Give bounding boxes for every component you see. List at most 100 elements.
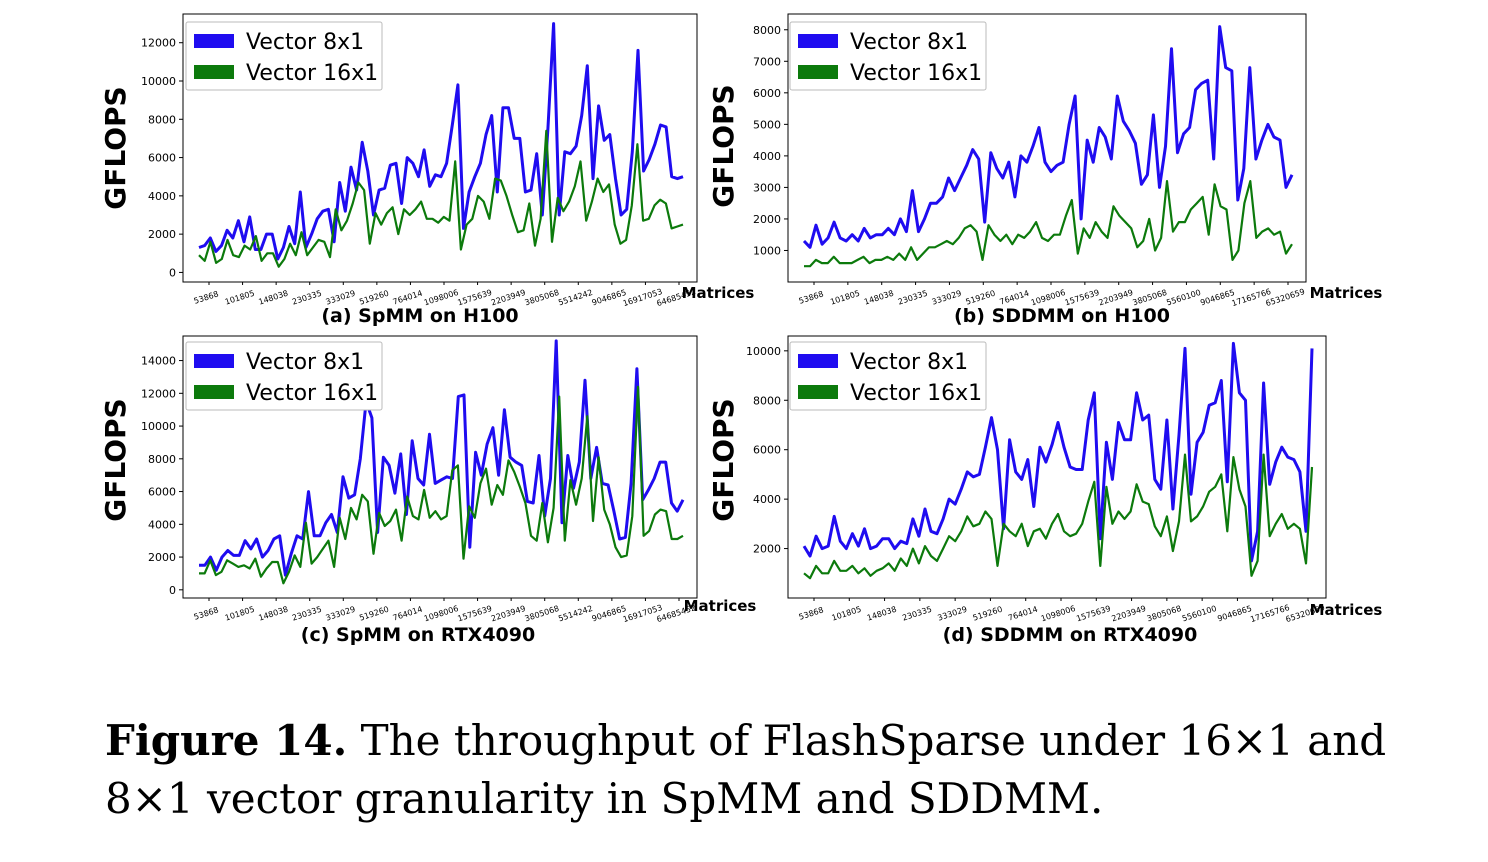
x-tick-label: 53868 [193,605,220,621]
y-axis-label: GFLOPS [707,84,740,207]
x-tick-label: 230335 [897,289,929,307]
x-tick-label: 3805068 [524,604,561,624]
y-tick-label: 10000 [141,75,176,88]
plot-frame [182,335,698,599]
legend-swatch [194,385,234,399]
y-axis-label: GFLOPS [99,86,132,209]
x-tick-label: 519260 [972,605,1004,623]
x-tick-label: 101805 [224,605,256,623]
x-tick-label: 3805068 [524,288,561,308]
chart-panel-3: 0 2000 4000 6000 8000 10000 12000 14000 53868 101… [99,335,757,646]
x-tick-label: 9046865 [591,604,628,624]
y-tick-label: 8000 [148,113,176,126]
legend-box [789,341,987,411]
x-tick-label: 53868 [798,289,825,305]
x-tick-label: 3805068 [1146,604,1183,624]
chart-panel-1: 0 2000 4000 6000 8000 10000 12000 53868 101805 14… [99,13,755,327]
y-tick-label: 0 [169,266,176,279]
x-tick-label: 17165766 [1249,603,1291,624]
legend: Vector 8x1 Vector 16x1 [185,21,383,91]
legend-label: Vector 16x1 [850,61,982,86]
x-tick-label: 519260 [358,605,390,623]
y-tick-label: 2000 [148,228,176,241]
series-vector-8x1-line [802,341,1314,563]
legend-swatch [194,65,234,79]
y-tick-label: 4000 [148,518,176,531]
legend-label: Vector 8x1 [246,30,364,55]
legend-swatch [798,354,838,368]
x-tick-label: 148038 [257,289,289,307]
plot-frame [787,335,1327,599]
y-tick-label: 5000 [753,118,781,131]
x-tick-label: 101805 [831,605,863,623]
chart-title: (b) SDDMM on H100 [954,305,1170,327]
x-tick-label: 519260 [358,289,390,307]
x-tick-label: 333029 [936,605,968,623]
legend-box [185,21,383,91]
legend-swatch [194,34,234,48]
x-axis-label: Matrices [1310,601,1383,619]
chart-title: (d) SDDMM on RTX4090 [943,624,1198,646]
y-tick-label: 14000 [141,355,176,368]
x-tick-label: 2203949 [490,604,527,624]
x-tick-label: 101805 [829,289,861,307]
y-tick-label: 4000 [753,493,781,506]
legend-label: Vector 16x1 [850,381,982,406]
x-tick-label: 5560100 [1165,288,1202,308]
y-tick-label: 3000 [753,181,781,194]
x-tick-label: 2203949 [1110,604,1147,624]
series-vector-8x1-line [802,25,1294,249]
y-tick-label: 2000 [148,551,176,564]
x-tick-label: 5514242 [557,604,594,624]
y-tick-label: 2000 [753,213,781,226]
x-tick-label: 148038 [257,605,289,623]
plot-frame [182,13,698,283]
legend-label: Vector 8x1 [246,350,364,375]
x-tick-label: 764014 [1007,605,1039,623]
y-tick-label: 12000 [141,37,176,50]
legend-swatch [798,65,838,79]
x-tick-label: 333029 [931,289,963,307]
x-tick-label: 9046865 [591,288,628,308]
x-tick-label: 53868 [798,605,825,621]
legend: Vector 8x1 Vector 16x1 [789,21,987,91]
x-tick-label: 230335 [291,605,323,623]
x-tick-label: 1098006 [423,604,460,624]
y-tick-label: 12000 [141,387,176,400]
chart-title: (a) SpMM on H100 [321,305,518,327]
legend-swatch [194,354,234,368]
x-tick-label: 230335 [901,605,933,623]
y-tick-label: 8000 [753,394,781,407]
y-tick-label: 7000 [753,55,781,68]
y-tick-label: 8000 [148,453,176,466]
series-vector-16x1-line [199,385,684,585]
y-tick-label: 4000 [753,150,781,163]
x-tick-label: 333029 [325,289,357,307]
legend: Vector 8x1 Vector 16x1 [789,341,987,411]
legend-label: Vector 8x1 [850,350,968,375]
y-tick-label: 1000 [753,244,781,257]
x-tick-label: 5514242 [557,288,594,308]
x-tick-label: 9046865 [1199,288,1236,308]
legend: Vector 8x1 Vector 16x1 [185,341,383,411]
x-axis-label: Matrices [682,284,755,302]
y-tick-label: 6000 [753,444,781,457]
chart-panel-2: 1000 2000 3000 4000 5000 6000 7000 8000 53868 101… [707,13,1383,327]
x-tick-label: 65320659 [1264,287,1306,308]
y-tick-label: 2000 [753,543,781,556]
x-tick-label: 764014 [392,605,424,623]
x-tick-label: 764014 [392,289,424,307]
y-tick-label: 6000 [753,87,781,100]
x-tick-label: 5560100 [1181,604,1218,624]
x-axis-label: Matrices [1310,284,1383,302]
x-tick-label: 1575639 [456,604,493,624]
x-tick-label: 519260 [965,289,997,307]
legend-swatch [798,34,838,48]
series-vector-16x1-line [198,129,684,268]
plot-frame [787,13,1307,283]
x-axis-label: Matrices [684,597,757,615]
x-tick-label: 230335 [291,289,323,307]
legend-label: Vector 16x1 [246,61,378,86]
caption-text: The throughput of FlashSparse under 16×1… [105,716,1387,823]
